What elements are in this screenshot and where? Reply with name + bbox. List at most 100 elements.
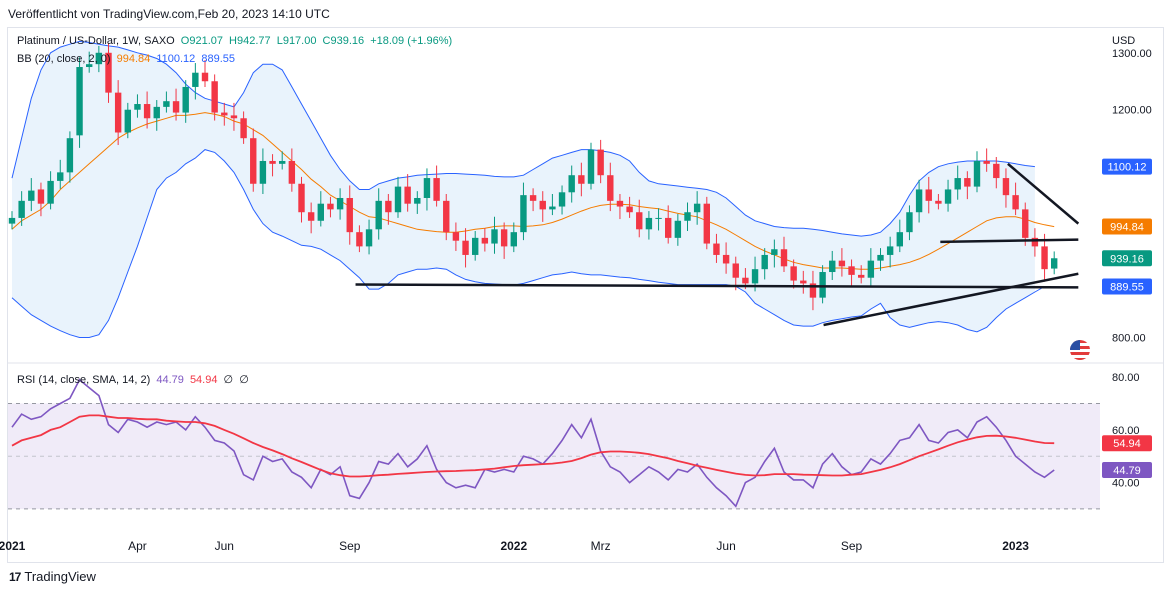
rsi-price-label-badge	[1102, 435, 1152, 452]
rsi-value: 44.79	[156, 374, 184, 386]
candle-body	[269, 160, 276, 164]
chart-frame	[7, 27, 1164, 563]
candle-body	[722, 254, 730, 264]
candle-body	[674, 220, 682, 238]
rsi-tick-label: 60.00	[1112, 425, 1140, 437]
candle-body	[336, 197, 344, 210]
time-tick-label: 2022	[500, 539, 527, 553]
time-tick-label: Jun	[215, 539, 234, 553]
candle-body	[973, 160, 981, 187]
candle-body	[684, 212, 691, 221]
candle-body	[732, 263, 739, 278]
candle-body	[491, 229, 498, 244]
price-label: 1100.12	[1108, 162, 1147, 174]
candle-body	[433, 178, 440, 201]
candle-body	[250, 138, 257, 184]
candle-body	[105, 52, 112, 93]
candle-body	[983, 160, 990, 164]
candle-body	[1031, 237, 1039, 247]
candle-body	[751, 269, 759, 284]
tradingview-logo: 17 TradingView	[9, 569, 96, 584]
price-label: 889.55	[1110, 282, 1144, 294]
candle-body	[47, 180, 54, 204]
us-flag-icon[interactable]	[1070, 340, 1090, 360]
candle-body	[713, 243, 720, 255]
candle-body	[780, 249, 788, 267]
candle-body	[153, 106, 160, 119]
candle-body	[626, 206, 633, 213]
candle-body	[529, 195, 537, 201]
candle-body	[587, 149, 595, 184]
symbol-label: Platinum / US-Dollar, 1W, SAXO	[17, 35, 175, 47]
candle-body	[134, 104, 141, 110]
time-tick-label: 2021	[0, 539, 26, 553]
candle-body	[1012, 195, 1019, 210]
rsi-line	[11, 378, 1055, 508]
candle-body	[375, 200, 382, 230]
candle-body	[472, 237, 479, 255]
candle-body	[317, 203, 324, 221]
rsi-legend: RSI (14, close, SMA, 14, 2) 44.79 54.94 …	[17, 373, 252, 386]
rsi-tick-label: 80.00	[1112, 372, 1140, 384]
candle-body	[800, 280, 807, 284]
candle-body	[18, 200, 25, 218]
candle-body	[693, 203, 701, 213]
trendline	[940, 238, 1079, 244]
candle-body	[867, 260, 875, 278]
candle-body	[182, 86, 189, 113]
candle-body	[645, 217, 653, 230]
tradingview-brand: TradingView	[24, 569, 96, 584]
currency-label[interactable]: USD	[1112, 35, 1136, 47]
price-label-badge	[1102, 278, 1152, 295]
tradingview-mark-icon: 17	[9, 569, 21, 584]
candle-body	[665, 217, 672, 238]
time-tick-label: Mrz	[591, 539, 611, 553]
candle-body	[539, 200, 546, 210]
candle-body	[597, 149, 604, 176]
candle-body	[28, 190, 35, 201]
candle-body	[954, 178, 961, 190]
candle-body	[37, 189, 45, 204]
price-tick-label: 1200.00	[1112, 105, 1152, 117]
rsi-label: RSI (14, close, SMA, 14, 2)	[17, 374, 151, 386]
na-symbol-2: ∅	[239, 374, 249, 386]
high-value: H942.77	[229, 35, 271, 47]
candle-body	[114, 92, 122, 133]
candle-body	[443, 200, 450, 233]
candle-body	[636, 212, 643, 230]
candle-body	[1022, 209, 1029, 238]
candle-body	[76, 67, 83, 136]
change-value: +18.09 (+1.96%)	[370, 35, 453, 47]
candle-body	[346, 197, 353, 233]
candle-body	[500, 229, 508, 247]
candle-body	[819, 272, 826, 298]
candle-body	[568, 175, 575, 193]
candle-body	[66, 138, 74, 173]
candle-body	[124, 109, 131, 133]
price-label: 939.16	[1110, 253, 1144, 265]
price-label-badge	[1102, 250, 1152, 267]
candle-body	[790, 266, 797, 281]
candle-body	[761, 254, 768, 270]
candle-body	[288, 160, 296, 184]
bb-upper-line	[11, 40, 1035, 237]
trendline	[355, 283, 1079, 289]
candle-body	[829, 260, 836, 273]
bb-legend: BB (20, close, 2, 0) 994.84 1100.12 889.…	[17, 53, 238, 65]
close-value: C939.16	[322, 35, 365, 47]
candle-body	[886, 246, 894, 255]
candle-body	[616, 200, 624, 207]
candle-body	[771, 249, 778, 255]
rsi-price-label-badge	[1102, 461, 1152, 478]
candle-body	[385, 200, 392, 213]
candle-body	[809, 283, 817, 298]
rsi-price-label: 44.79	[1113, 465, 1141, 477]
candle-body	[1041, 246, 1048, 270]
candle-body	[221, 112, 228, 116]
candle-body	[365, 229, 373, 247]
candle-body	[143, 104, 151, 119]
candle-body	[95, 52, 103, 65]
candle-body	[462, 240, 469, 255]
trendline	[823, 272, 1079, 327]
